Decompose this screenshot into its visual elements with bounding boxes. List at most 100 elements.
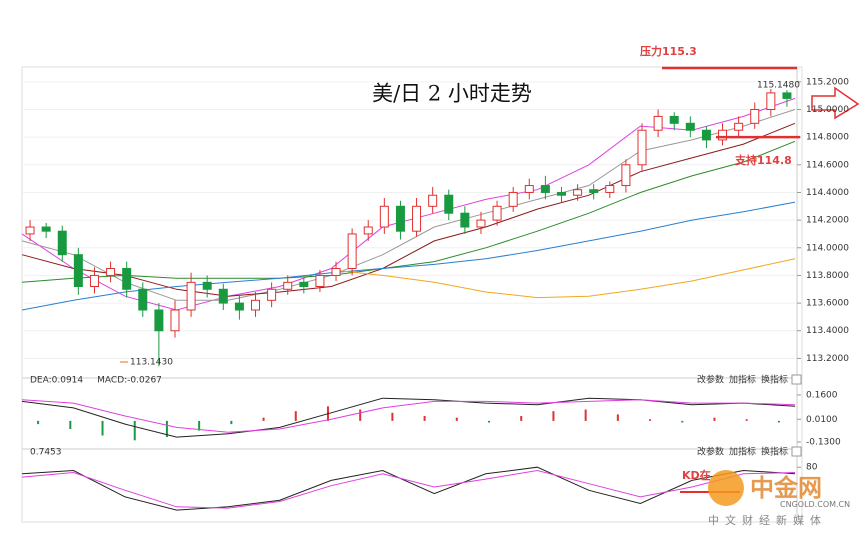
macd-bar (165, 420, 168, 438)
candle-body (782, 92, 792, 99)
macd-bar (488, 420, 491, 423)
y-tick-label: 0.0100 (806, 415, 838, 425)
y-tick-label: 113.6000 (806, 299, 849, 309)
close-button[interactable] (791, 446, 802, 457)
candle-body (379, 205, 389, 228)
candle-body (540, 185, 550, 193)
line (21, 201, 796, 311)
candle-body (106, 268, 116, 276)
y-tick-label: 114.0000 (806, 243, 849, 253)
macd-bar (133, 420, 136, 441)
frame (21, 66, 803, 523)
line (21, 469, 796, 509)
candle-body (170, 309, 180, 332)
candle-body (508, 191, 518, 207)
candle-body (589, 189, 599, 193)
candle-body (492, 205, 502, 221)
macd-bar (198, 420, 201, 431)
candle-body (605, 185, 615, 193)
y-tick-label: 114.4000 (806, 188, 849, 198)
logo (708, 470, 744, 506)
line (21, 466, 796, 511)
line (21, 399, 796, 433)
candle-body (267, 288, 277, 301)
macd-bar (294, 411, 297, 421)
line (21, 97, 796, 311)
arrow-icon (811, 86, 860, 120)
line (21, 397, 796, 438)
macd-bar (552, 411, 555, 421)
line (21, 109, 796, 301)
y-tick-label: 114.8000 (806, 133, 849, 143)
candle-body (89, 274, 99, 287)
y-tick-label: 113.4000 (806, 326, 849, 336)
candle-body (234, 302, 244, 311)
annotation: 113.1430 (130, 358, 173, 368)
annotation: KD在 (682, 468, 711, 482)
indicator-label: MACD:-0.0267 (97, 376, 162, 386)
candle-body (669, 115, 679, 124)
candle-body (363, 226, 373, 235)
annotation: 115.1480 (757, 81, 800, 91)
candle-body (444, 194, 454, 214)
level-label: 压力115.3 (640, 44, 697, 58)
y-tick-label: 80 (806, 463, 818, 473)
candle-body (395, 205, 405, 232)
candle-body (428, 194, 438, 207)
candle-body (299, 281, 309, 287)
macd-bar (681, 420, 684, 423)
candle-body (750, 108, 760, 124)
candle-body (251, 299, 261, 311)
candle-body (202, 281, 212, 290)
candle-body (73, 254, 83, 287)
candle-body (718, 129, 728, 141)
close-button[interactable] (791, 374, 802, 385)
candle-body (734, 122, 744, 131)
watermark-slogan: 中文财经新媒体 (708, 514, 827, 527)
candle-body (412, 205, 422, 232)
macd-bar (391, 412, 394, 421)
macd-bar (37, 420, 40, 425)
candle-body (524, 185, 534, 193)
macd-bar (520, 416, 523, 421)
watermark: 中金网 CNGOLD.COM.CN 中文财经新媒体 (700, 462, 862, 536)
candle-body (653, 115, 663, 131)
indicator-label: DEA:0.0914 (30, 376, 83, 386)
candle-body (138, 288, 148, 311)
button[interactable]: 加指标 (729, 374, 756, 386)
macd-bar (649, 419, 652, 421)
candle-body (685, 122, 695, 131)
macd-bar (230, 420, 233, 425)
indicator-label: 0.7453 (30, 448, 62, 458)
y-tick-label: 114.6000 (806, 160, 849, 170)
button[interactable]: 换指标 (761, 374, 788, 386)
macd-bar (777, 420, 780, 423)
y-tick-label: 115.0000 (806, 105, 849, 115)
candle-body (637, 129, 647, 166)
macd-bar (584, 409, 587, 421)
candle-body (556, 191, 566, 196)
macd-bar (101, 420, 104, 436)
candle-body (57, 230, 67, 256)
level-label: 支持114.8 (734, 153, 792, 167)
button[interactable]: 改参数 (697, 446, 724, 458)
macd-bar (745, 419, 748, 421)
candle-body (186, 281, 196, 311)
candle-body (573, 189, 583, 196)
y-tick-label: 113.8000 (806, 271, 849, 281)
line (331, 258, 796, 299)
macd-bar (455, 417, 458, 421)
macd-bar (423, 416, 426, 421)
y-tick-label: 115.2000 (806, 77, 849, 87)
candle-body (347, 233, 357, 270)
candle-body (621, 164, 631, 187)
candle-body (122, 268, 132, 290)
watermark-name: 中金网 (750, 474, 822, 502)
button[interactable]: 加指标 (729, 446, 756, 458)
button[interactable]: 换指标 (761, 446, 788, 458)
button[interactable]: 改参数 (697, 374, 724, 386)
candle-body (460, 212, 470, 228)
candle-body (476, 219, 486, 228)
candle-body (283, 281, 293, 290)
